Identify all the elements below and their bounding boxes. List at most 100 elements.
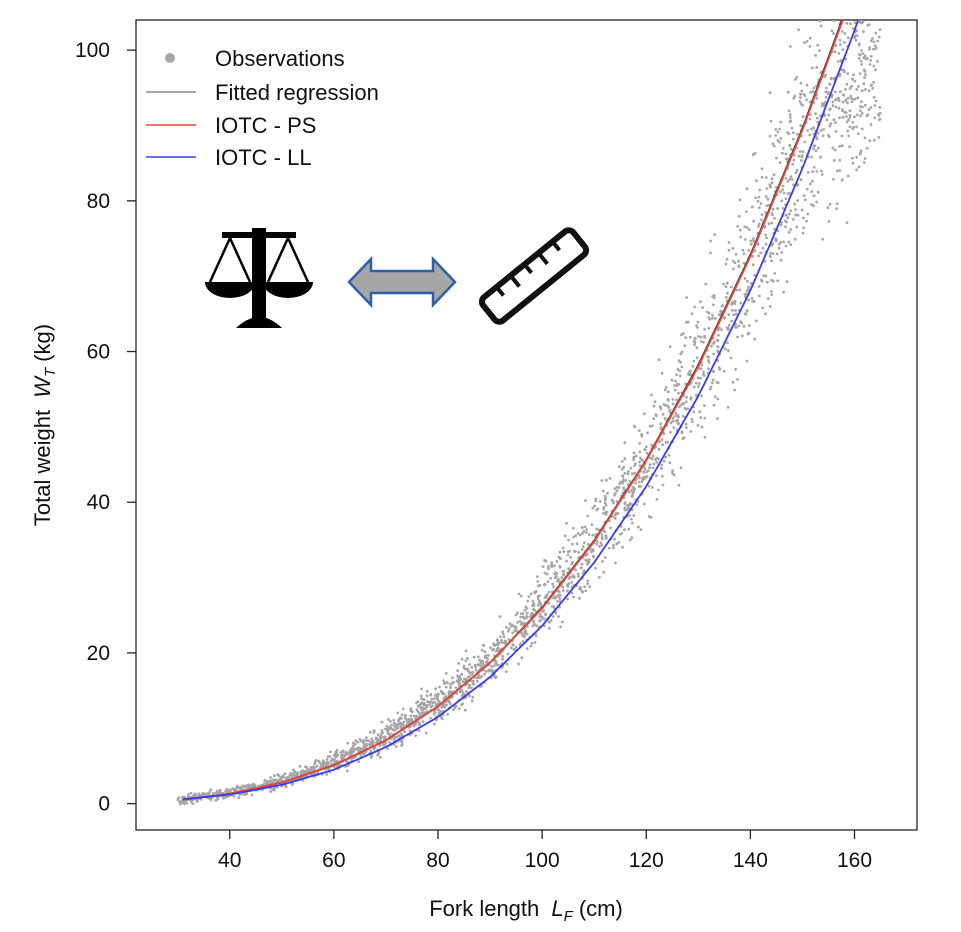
- observation-point: [786, 90, 790, 94]
- observation-point: [785, 213, 788, 217]
- observation-point: [551, 615, 555, 618]
- observation-point: [724, 262, 728, 266]
- observation-point: [444, 672, 448, 675]
- observation-point: [379, 755, 382, 759]
- observation-point: [770, 259, 773, 263]
- observation-point: [386, 729, 389, 733]
- observation-point: [855, 29, 858, 32]
- x-tick-label: 140: [733, 849, 768, 872]
- observation-point: [193, 793, 196, 797]
- observation-point: [795, 76, 799, 79]
- observation-point: [209, 788, 213, 792]
- observation-point: [816, 116, 819, 120]
- observation-point: [831, 100, 835, 104]
- observation-point: [535, 575, 539, 578]
- observation-point: [860, 89, 864, 92]
- observation-point: [774, 127, 778, 131]
- observation-point: [444, 685, 448, 689]
- observation-point: [464, 649, 468, 653]
- observation-point: [824, 73, 827, 77]
- observation-point: [858, 53, 862, 57]
- observation-point: [375, 737, 379, 741]
- observation-point: [453, 706, 457, 710]
- observation-point: [857, 43, 861, 47]
- observation-point: [567, 538, 570, 542]
- observation-point: [704, 282, 708, 286]
- observation-point: [733, 299, 737, 303]
- observation-point: [542, 609, 546, 612]
- observation-point: [221, 796, 225, 800]
- observation-point: [419, 694, 423, 698]
- observation-point: [740, 334, 744, 338]
- observation-point: [716, 328, 720, 332]
- observation-point: [388, 740, 391, 744]
- observation-point: [695, 356, 699, 360]
- observation-point: [693, 305, 696, 309]
- observation-point: [542, 617, 546, 620]
- observation-point: [456, 679, 460, 683]
- observation-point: [733, 302, 737, 305]
- observation-point: [628, 502, 632, 505]
- observation-point: [649, 516, 653, 519]
- observation-point: [862, 9, 865, 12]
- observation-point: [692, 359, 696, 363]
- observation-point: [511, 631, 515, 635]
- observation-point: [283, 772, 287, 776]
- observation-point: [858, 105, 862, 108]
- observation-point: [711, 313, 714, 317]
- observation-point: [671, 471, 674, 475]
- observation-point: [668, 430, 672, 434]
- observation-point: [818, 20, 822, 23]
- observation-point: [853, 21, 857, 24]
- observation-point: [789, 228, 793, 231]
- observation-point: [700, 394, 703, 398]
- observation-point: [532, 602, 536, 606]
- observation-point: [872, 138, 876, 142]
- observation-point: [650, 424, 654, 428]
- observation-point: [514, 613, 518, 617]
- observation-point: [590, 523, 594, 526]
- observation-point: [859, 149, 863, 153]
- observation-point: [806, 129, 810, 132]
- observation-point: [860, 127, 864, 131]
- observation-point: [444, 695, 448, 698]
- observation-point: [764, 211, 767, 214]
- observation-point: [810, 190, 814, 194]
- observation-point: [718, 368, 722, 371]
- observation-point: [273, 779, 276, 782]
- observation-point: [834, 90, 837, 94]
- observation-point: [666, 399, 670, 402]
- observation-point: [501, 630, 505, 634]
- observation-point: [602, 512, 605, 515]
- observation-point: [521, 639, 525, 643]
- observation-point: [747, 324, 751, 327]
- observation-point: [677, 391, 680, 395]
- observation-point: [531, 604, 535, 608]
- observation-point: [830, 29, 834, 33]
- observation-point: [494, 662, 498, 666]
- observation-point: [789, 175, 793, 179]
- observation-point: [389, 720, 392, 723]
- observation-point: [543, 583, 546, 586]
- observation-point: [460, 657, 464, 661]
- observation-point: [684, 422, 688, 426]
- observation-point: [664, 386, 668, 389]
- observation-point: [218, 788, 222, 792]
- observation-point: [520, 621, 524, 625]
- observation-point: [758, 222, 761, 226]
- observation-point: [585, 531, 588, 534]
- observation-point: [426, 700, 429, 703]
- observation-point: [749, 239, 753, 243]
- observation-point: [245, 784, 249, 787]
- observation-point: [758, 188, 762, 192]
- observation-point: [829, 76, 833, 80]
- observation-point: [566, 597, 569, 601]
- observation-point: [781, 206, 785, 210]
- observation-point: [784, 176, 788, 180]
- observation-point: [724, 347, 727, 351]
- observation-point: [553, 564, 556, 568]
- observation-point: [603, 494, 607, 498]
- observation-point: [414, 734, 417, 737]
- observation-point: [871, 86, 875, 90]
